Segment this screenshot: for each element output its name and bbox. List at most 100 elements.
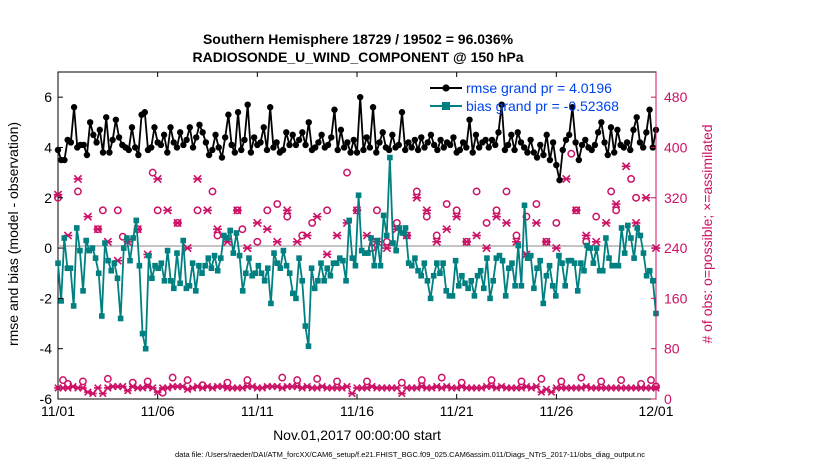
bias-point (634, 225, 641, 231)
rmse-point (180, 141, 187, 149)
rmse-series (54, 93, 660, 184)
obs-possible-point (308, 218, 317, 227)
obs-assimilated-point (233, 206, 242, 215)
bias-point (161, 277, 168, 284)
obs-possible-point (253, 237, 262, 246)
obs-possible-point (442, 200, 451, 209)
bias-point (543, 272, 550, 279)
y2-tick-label: 320 (664, 190, 688, 206)
rmse-point (389, 131, 396, 139)
obs-possible-point (343, 168, 351, 177)
bias-point (86, 247, 93, 254)
rmse-point (488, 136, 496, 144)
bias-point (493, 255, 500, 261)
rmse-point (350, 136, 357, 144)
bias-point (321, 277, 327, 284)
bias-point (343, 277, 349, 284)
bias-point (77, 247, 83, 254)
bias-point (55, 260, 61, 266)
rmse-point (328, 134, 335, 141)
bias-point (402, 225, 409, 231)
obs-possible-point (647, 376, 655, 385)
obs-possible-point (238, 225, 247, 234)
rmse-point (186, 124, 194, 131)
rmse-point (395, 141, 402, 149)
obs-assimilated-point (412, 193, 422, 202)
bias-point (83, 237, 89, 244)
rmse-point (540, 151, 547, 159)
bias-point (120, 245, 127, 251)
bias-point (549, 283, 556, 289)
obs-possible-point (552, 218, 561, 227)
rmse-point (627, 146, 634, 154)
obs-assimilated-point (422, 206, 432, 215)
rmse-point (70, 104, 78, 111)
obs-possible-point (397, 378, 406, 387)
bias-point (484, 255, 490, 261)
bias-point (330, 260, 337, 266)
obs-possible-point (283, 212, 292, 221)
obs-possible-point (437, 373, 446, 382)
obs-assimilated-point (591, 237, 601, 246)
bias-point (424, 277, 431, 284)
rmse-point (440, 144, 448, 151)
bias-point (89, 245, 96, 251)
bias-point (73, 225, 80, 231)
rmse-point (614, 126, 621, 134)
bias-point (606, 255, 612, 261)
rmse-point (61, 156, 68, 164)
rmse-point (418, 134, 425, 141)
obs-possible-point (113, 206, 122, 215)
y-tick-label: 4 (44, 139, 52, 155)
bias-point (61, 235, 68, 241)
bias-point (277, 265, 284, 271)
bias-point (70, 303, 77, 309)
bias-point (390, 240, 396, 246)
rmse-point (312, 144, 319, 151)
rmse-point (559, 146, 566, 154)
rmse-point (250, 134, 258, 141)
rmse-point (598, 119, 605, 126)
bias-point (446, 293, 453, 299)
bias-point (578, 260, 584, 266)
obs-assimilated-point (332, 231, 342, 240)
bias-point (205, 255, 212, 261)
rmse-point (283, 129, 290, 136)
bias-point (421, 260, 428, 266)
bias-point (531, 285, 537, 292)
obs-possible-point (193, 206, 202, 215)
bias-point (227, 227, 233, 234)
obs-assimilated-point (243, 243, 252, 253)
rmse-point (176, 129, 184, 136)
y2-tick-label: 0 (664, 391, 672, 407)
y-tick-label: 6 (44, 89, 52, 105)
bias-point (255, 262, 262, 269)
rmse-point (54, 146, 62, 154)
rmse-point (96, 126, 103, 134)
rmse-point (594, 129, 602, 136)
rmse-point (228, 141, 235, 149)
bias-point (499, 257, 506, 264)
bias-point (415, 267, 421, 274)
bias-point (618, 225, 625, 231)
obs-possible-point (78, 377, 87, 386)
rmse-point (209, 146, 216, 154)
bias-point (236, 252, 243, 259)
obs-possible-point (148, 168, 157, 177)
rmse-point (492, 141, 499, 149)
obs-assimilated-point (253, 218, 262, 228)
rmse-point (601, 139, 608, 146)
bias-point (186, 283, 193, 289)
rmse-point (151, 124, 158, 131)
obs-possible-point (517, 377, 526, 386)
obs-possible-point (412, 187, 421, 196)
rmse-point (402, 146, 409, 154)
y2-tick-label: 480 (664, 89, 688, 105)
y-tick-label: 2 (44, 190, 52, 206)
rmse-point (112, 116, 120, 123)
rmse-point (633, 114, 640, 121)
obs-assimilated-point (621, 162, 631, 171)
bias-point (374, 237, 381, 244)
bias-point (99, 313, 105, 319)
obs-assimilated-point (472, 231, 481, 240)
